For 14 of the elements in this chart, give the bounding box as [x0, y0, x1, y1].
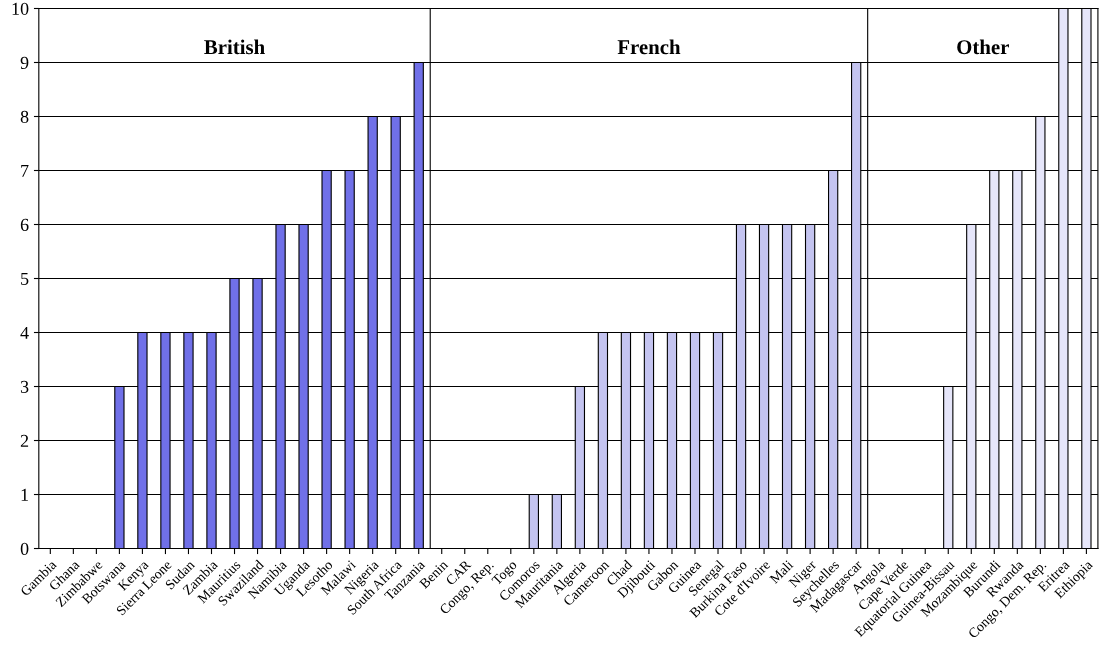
y-tick-label: 7 [21, 164, 29, 177]
y-tick-label: 3 [20, 380, 29, 393]
y-tick-label: 5 [21, 272, 29, 285]
annotation: British [204, 39, 265, 55]
y-tick-label: 0 [20, 542, 29, 555]
y-tick-label: 6 [20, 218, 29, 231]
y-tick-label: 2 [20, 434, 29, 447]
y-tick-label: 1 [21, 488, 29, 501]
y-tick-label: 9 [20, 56, 29, 69]
annotation: French [617, 39, 681, 55]
annotation: Other [957, 39, 1009, 55]
y-tick-label: 10 [12, 2, 29, 15]
y-tick-label: 8 [20, 110, 29, 123]
y-tick-label: 4 [20, 326, 29, 339]
